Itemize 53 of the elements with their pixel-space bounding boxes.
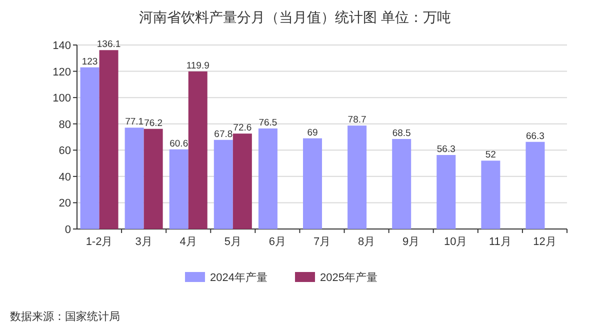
data-label: 119.9 xyxy=(186,60,210,72)
legend-label: 2025年产量 xyxy=(320,271,378,284)
x-tick-label: 6月 xyxy=(268,236,286,248)
data-label: 66.3 xyxy=(526,130,544,142)
bar xyxy=(80,67,100,229)
data-label: 78.7 xyxy=(348,114,366,126)
x-tick-label: 11月 xyxy=(488,236,512,248)
data-label: 69 xyxy=(307,127,318,138)
bar xyxy=(258,128,278,229)
y-tick-label: 100 xyxy=(52,92,71,105)
bar xyxy=(169,149,188,229)
bar xyxy=(144,128,163,229)
bar xyxy=(526,142,545,229)
x-tick-label: 9月 xyxy=(402,236,420,248)
data-label: 67.8 xyxy=(214,128,233,140)
y-tick-label: 140 xyxy=(52,40,71,52)
x-tick-label: 4月 xyxy=(180,236,197,248)
bar xyxy=(232,134,252,229)
y-tick-label: 120 xyxy=(52,66,71,78)
bar xyxy=(124,128,144,229)
bar xyxy=(392,138,412,229)
y-tick-label: 20 xyxy=(58,198,71,210)
x-tick-label: 7月 xyxy=(313,236,331,248)
source-note: 数据来源：国家统计局 xyxy=(10,310,120,323)
y-tick-label: 0 xyxy=(64,224,71,236)
bar xyxy=(481,160,500,229)
y-tick-label: 60 xyxy=(58,145,71,158)
y-tick-label: 40 xyxy=(58,171,71,184)
data-label: 72.6 xyxy=(233,122,252,134)
bar xyxy=(188,71,208,229)
data-label: 52 xyxy=(485,150,496,161)
data-label: 77.1 xyxy=(125,116,144,128)
bar xyxy=(214,140,233,229)
x-tick-label: 10月 xyxy=(444,236,468,248)
x-tick-label: 3月 xyxy=(135,236,152,248)
bar xyxy=(99,50,118,229)
bar xyxy=(436,155,456,229)
data-label: 76.5 xyxy=(258,117,278,128)
data-label: 68.5 xyxy=(392,128,411,139)
y-tick-label: 80 xyxy=(58,118,71,131)
data-label: 123 xyxy=(82,56,98,68)
bar xyxy=(303,138,322,229)
data-label: 56.3 xyxy=(436,144,456,156)
bar xyxy=(348,126,367,229)
legend-label: 2024年产量 xyxy=(210,271,268,284)
data-label: 60.6 xyxy=(170,138,188,150)
data-label: 136.1 xyxy=(96,39,121,50)
x-tick-label: 8月 xyxy=(358,236,376,248)
chart-title: 河南省饮料产量分月（当月值）统计图 单位：万吨 xyxy=(139,9,451,25)
x-tick-label: 1-2月 xyxy=(86,236,113,248)
x-tick-label: 5月 xyxy=(224,236,242,248)
x-tick-label: 12月 xyxy=(533,236,556,248)
data-label: 76.2 xyxy=(144,118,163,129)
